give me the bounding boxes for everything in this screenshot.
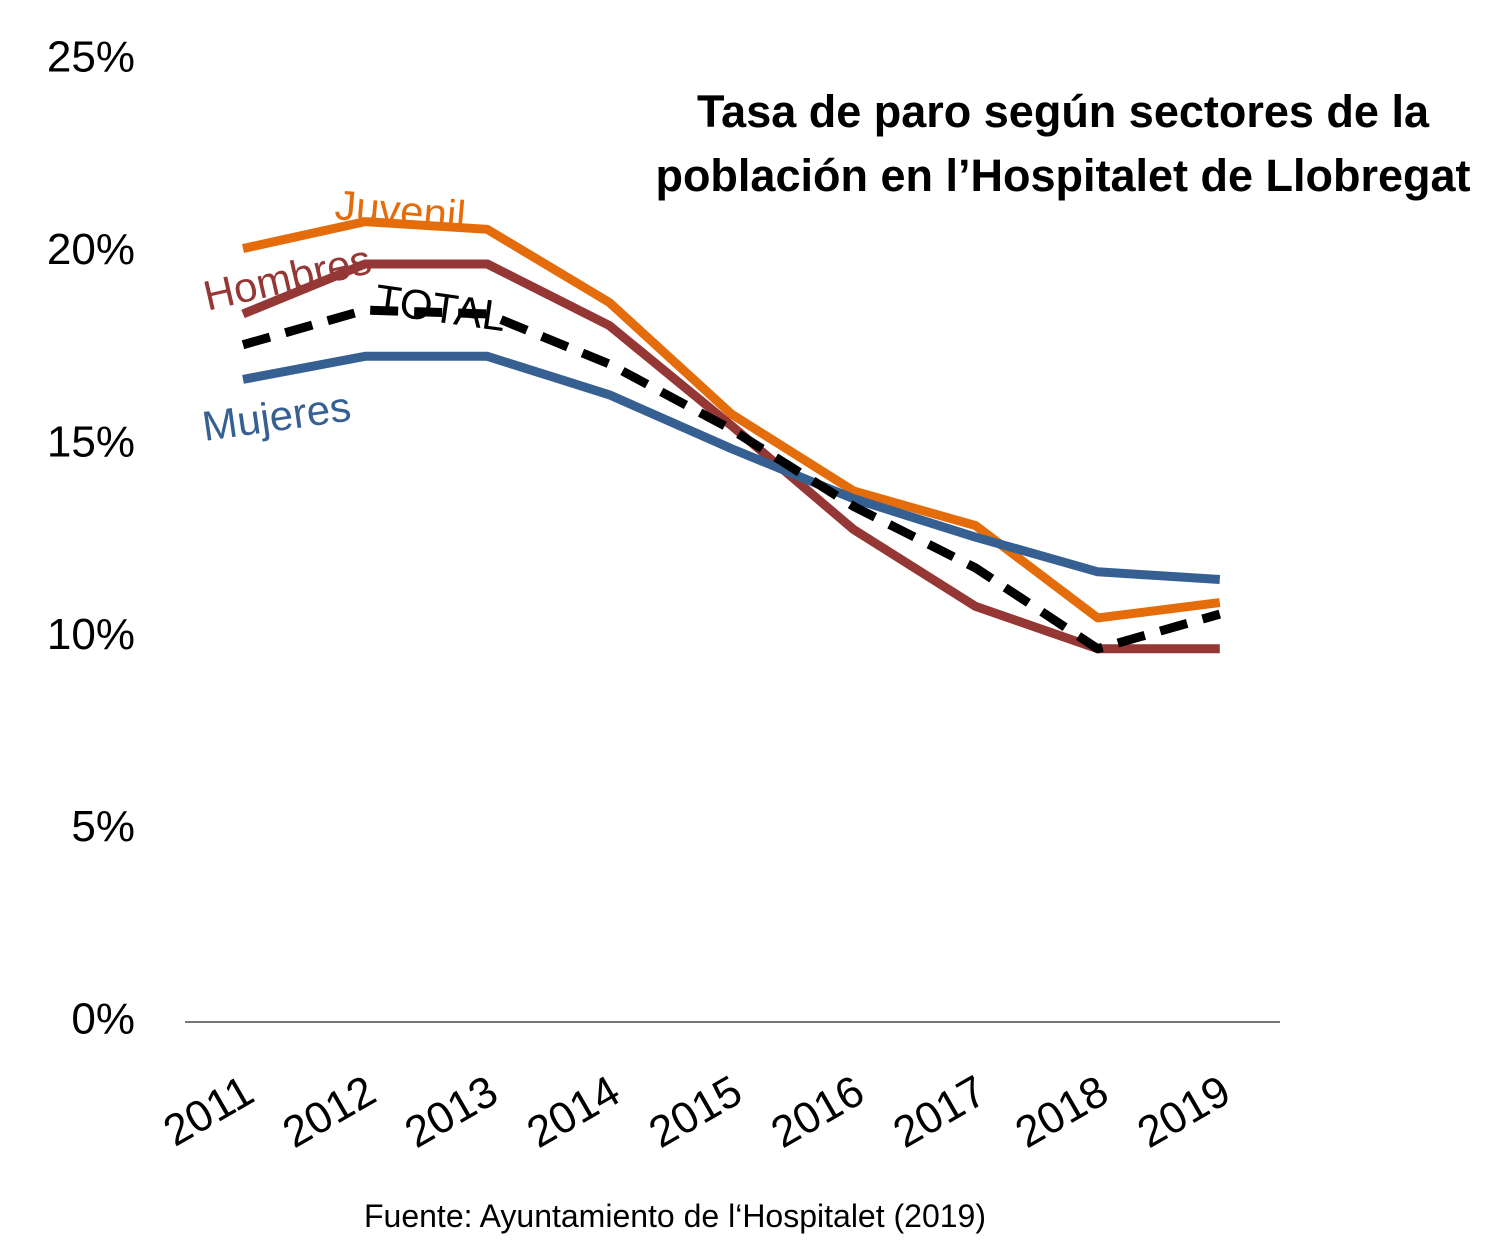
series-line: [242, 351, 1221, 584]
x-tick-label: 2014: [519, 1066, 628, 1157]
series-label: Juvenil: [333, 181, 467, 239]
series-line: [241, 305, 1222, 654]
x-tick-label: 2013: [397, 1066, 506, 1157]
series-line: [241, 259, 1220, 654]
y-tick-label: 10%: [47, 610, 135, 659]
source-note: Fuente: Ayuntamiento de l‘Hospitalet (20…: [363, 1198, 986, 1234]
y-tick-label: 0%: [71, 995, 135, 1044]
x-tick-label: 2019: [1129, 1066, 1238, 1157]
x-tick-label: 2012: [275, 1066, 384, 1157]
y-tick-label: 25%: [47, 33, 135, 82]
y-tick-label: 15%: [47, 417, 135, 466]
y-tick-label: 20%: [47, 225, 135, 274]
series-label: Mujeres: [199, 383, 353, 450]
series-line: [242, 217, 1221, 623]
x-tick-label: 2011: [155, 1066, 261, 1156]
x-tick-label: 2016: [763, 1066, 872, 1157]
series-label: Hombres: [199, 235, 376, 319]
series-label: TOTAL: [372, 275, 509, 340]
chart-title: Tasa de paro según sectores de la poblac…: [655, 86, 1471, 201]
x-tick-label: 2017: [885, 1066, 994, 1157]
x-tick-label: 2018: [1007, 1066, 1116, 1157]
x-tick-label: 2015: [641, 1066, 750, 1157]
y-tick-label: 5%: [71, 802, 135, 851]
